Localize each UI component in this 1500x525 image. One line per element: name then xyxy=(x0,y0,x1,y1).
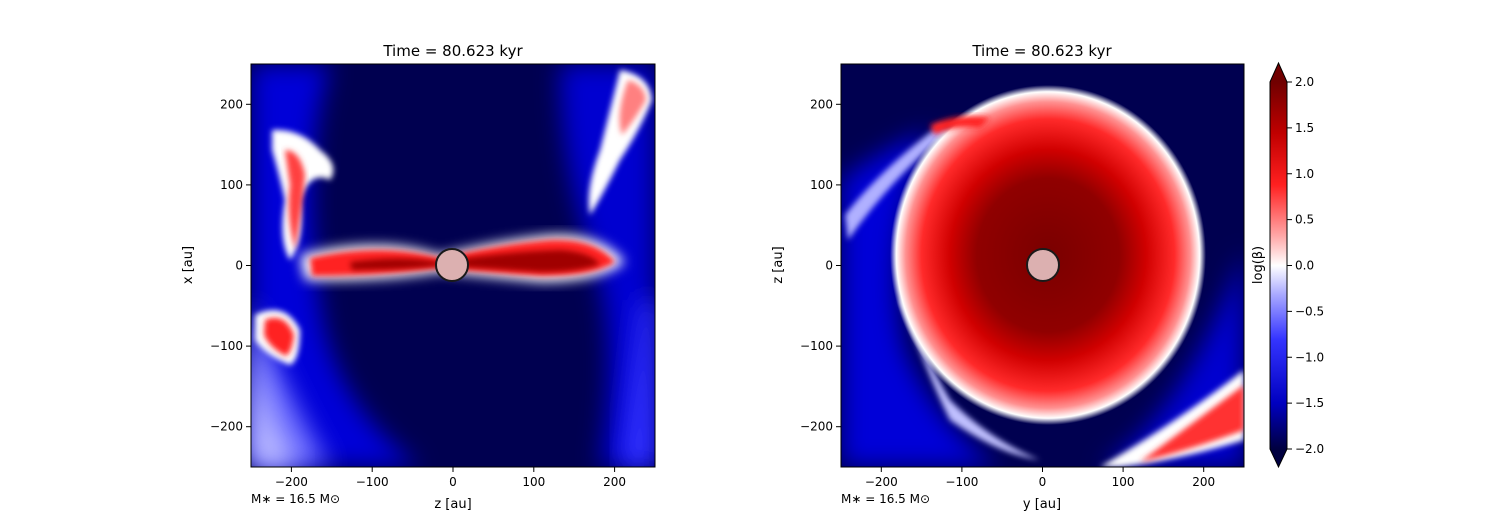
colorbar-tick-label-1: 1.5 xyxy=(1295,121,1314,135)
x-tick-label-2-3: 100 xyxy=(1112,475,1135,489)
x-tick-label-1-4: 200 xyxy=(603,475,626,489)
y-tick-label-2-1: −100 xyxy=(800,339,833,353)
x-axis-label-1: z [au] xyxy=(434,497,471,512)
heatmap-panel-1 xyxy=(251,64,655,467)
x-tick-label-1-0: −200 xyxy=(275,475,308,489)
y-tick-label-2-2: 0 xyxy=(825,259,833,273)
heatmap-panel-2 xyxy=(841,64,1244,467)
y-tick-label-2-3: 100 xyxy=(810,178,833,192)
y-tick-label-2-0: −200 xyxy=(800,420,833,434)
colorbar-tick-label-6: −1.0 xyxy=(1295,350,1324,364)
y-tick-label-1-1: −100 xyxy=(210,339,243,353)
x-tick-label-2-1: −100 xyxy=(945,475,978,489)
colorbar-tick-label-3: 0.5 xyxy=(1295,213,1314,227)
x-tick-label-2-0: −200 xyxy=(865,475,898,489)
colorbar-tick-label-4: 0.0 xyxy=(1295,259,1314,273)
y-tick-label-1-2: 0 xyxy=(235,259,243,273)
chart-title-2: Time = 80.623 kyr xyxy=(971,42,1112,60)
colorbar-tick-label-2: 1.0 xyxy=(1295,167,1314,181)
chart-title-1: Time = 80.623 kyr xyxy=(382,42,523,60)
colorbar-extend-min xyxy=(1270,449,1287,467)
y-tick-label-1-3: 100 xyxy=(220,178,243,192)
colorbar-tick-label-8: −2.0 xyxy=(1295,442,1324,456)
colorbar-extend-max xyxy=(1270,63,1287,82)
x-axis-label-2: y [au] xyxy=(1023,497,1061,512)
mass-annotation-1: M∗ = 16.5 M⊙ xyxy=(251,492,340,506)
x-tick-label-1-1: −100 xyxy=(356,475,389,489)
y-axis-label-2: z [au] xyxy=(771,246,786,283)
x-tick-label-1-3: 100 xyxy=(522,475,545,489)
mass-annotation-2: M∗ = 16.5 M⊙ xyxy=(841,492,930,506)
x-tick-label-2-2: 0 xyxy=(1039,475,1047,489)
colorbar-tick-label-5: −0.5 xyxy=(1295,304,1324,318)
colorbar-label: log(β) xyxy=(1251,246,1266,284)
y-tick-label-1-0: −200 xyxy=(210,420,243,434)
x-tick-label-2-4: 200 xyxy=(1192,475,1215,489)
y-tick-label-1-4: 200 xyxy=(220,97,243,111)
y-tick-label-2-4: 200 xyxy=(810,97,833,111)
x-tick-label-1-2: 0 xyxy=(449,475,457,489)
y-axis-label-1: x [au] xyxy=(181,246,196,284)
colorbar-tick-label-7: −1.5 xyxy=(1295,396,1324,410)
colorbar-tick-label-0: 2.0 xyxy=(1295,75,1314,89)
colorbar-body xyxy=(1270,82,1287,449)
sink-particle-1 xyxy=(435,248,469,282)
sink-particle-2 xyxy=(1026,248,1060,282)
colorbar: 2.0 1.5 1.0 0.5 0.0 −0.5 −1.0 −1.5 −2.0 log(β) xyxy=(1251,61,1324,469)
